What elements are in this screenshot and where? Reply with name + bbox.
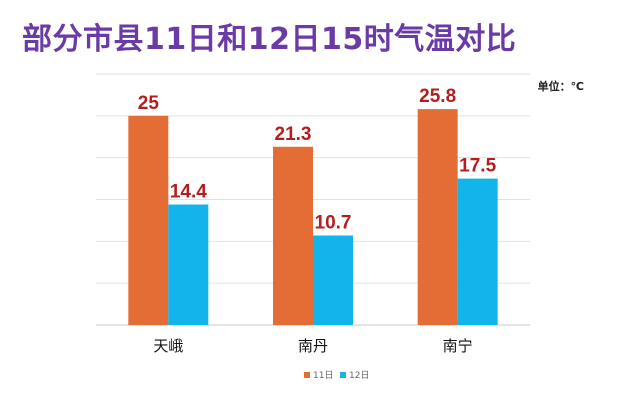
value-labels: 25 14.4 21.3 10.7 25.8 17.5 bbox=[138, 86, 497, 233]
bar-2-3 bbox=[457, 178, 498, 325]
category-label-1: 天峨 bbox=[153, 337, 183, 355]
category-labels: 天峨 南丹 南宁 bbox=[153, 337, 472, 355]
bar-2-2 bbox=[313, 235, 353, 325]
unit-label: 单位：℃ bbox=[537, 80, 584, 93]
bar-1-1 bbox=[128, 115, 169, 325]
data-label-2-3: 17.5 bbox=[459, 156, 496, 177]
legend-swatch-1 bbox=[304, 372, 310, 378]
data-label-1-2: 21.3 bbox=[275, 124, 312, 145]
category-label-2: 南丹 bbox=[298, 337, 328, 355]
data-label-2-1: 14.4 bbox=[170, 182, 207, 203]
chart-title: 部分市县11日和12日15时气温对比 bbox=[22, 22, 517, 57]
bar-2-1 bbox=[168, 204, 209, 325]
legend-swatch-2 bbox=[340, 372, 346, 378]
legend-label-2: 12日 bbox=[349, 370, 369, 381]
data-label-2-2: 10.7 bbox=[315, 212, 352, 233]
legend: 11日 12日 bbox=[304, 370, 369, 381]
data-label-1-3: 25.8 bbox=[419, 86, 456, 107]
bar-1-2 bbox=[273, 146, 313, 325]
category-label-3: 南宁 bbox=[443, 337, 473, 355]
bar-1-3 bbox=[417, 109, 458, 325]
legend-label-1: 11日 bbox=[313, 370, 333, 381]
data-label-1-1: 25 bbox=[138, 93, 160, 114]
bars bbox=[128, 109, 498, 325]
